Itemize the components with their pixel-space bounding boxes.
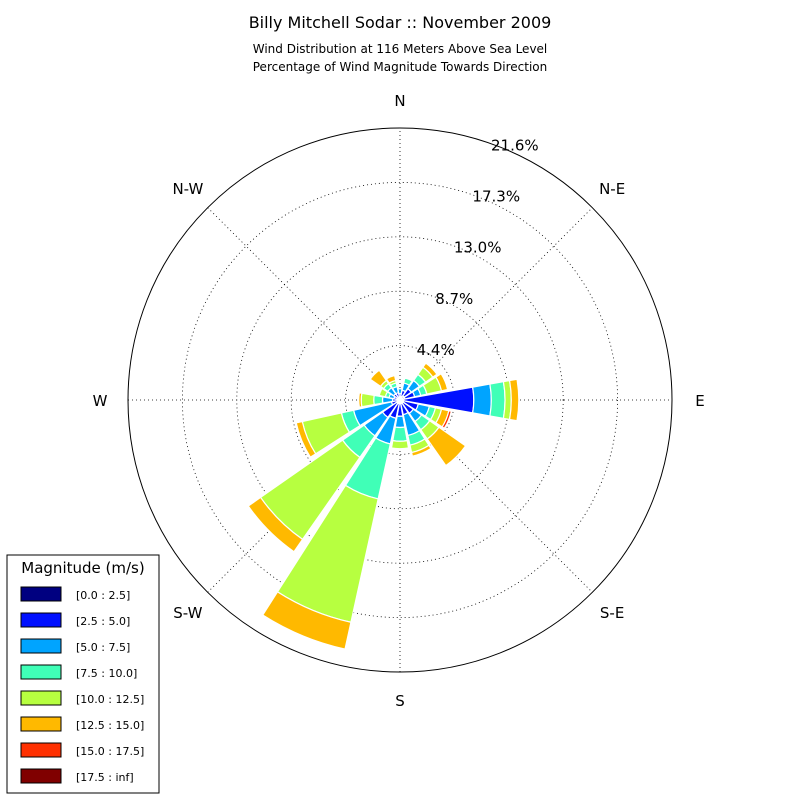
wind-bar-sector-8-bin-3 (392, 426, 408, 442)
wind-bar-sector-12-bin-4 (360, 392, 375, 408)
legend-label-6: [15.0 : 17.5] (76, 745, 144, 758)
wind-bar-sector-2-bin-5 (422, 362, 438, 378)
wind-bars (247, 362, 520, 650)
wind-bar-sector-5-bin-6 (441, 410, 453, 430)
wind-bar-sector-6-bin-5 (426, 426, 467, 467)
wind-bar-sector-15-bin-5 (385, 374, 397, 384)
direction-label-w: W (93, 392, 108, 410)
wind-bar-sector-3-bin-5 (435, 372, 449, 392)
wind-bar-sector-7-bin-5 (410, 444, 432, 457)
legend-label-1: [2.5 : 5.0] (76, 615, 130, 628)
ring-label-1: 8.7% (435, 290, 473, 308)
chart-title: Billy Mitchell Sodar :: November 2009 (249, 13, 552, 32)
direction-label-n-e: N-E (599, 180, 625, 198)
ring-label-2: 13.0% (454, 239, 502, 257)
legend-swatch-7 (20, 768, 62, 784)
legend-label-7: [17.5 : inf] (76, 771, 134, 784)
legend-label-5: [12.5 : 15.0] (76, 719, 144, 732)
direction-label-n: N (394, 92, 405, 110)
legend-label-2: [5.0 : 7.5] (76, 641, 130, 654)
legend-swatch-1 (20, 612, 62, 628)
wind-bar-sector-14-bin-5 (369, 369, 388, 388)
direction-label-e: E (695, 392, 704, 410)
ring-label-3: 17.3% (472, 188, 520, 206)
wind-bar-sector-12-bin-3 (373, 394, 384, 406)
chart-subtitle-line-1: Wind Distribution at 116 Meters Above Se… (253, 42, 548, 56)
wind-bar-sector-4-bin-5 (508, 378, 520, 422)
outer-circle (127, 127, 673, 673)
wind-bar-sector-12-bin-5 (358, 392, 363, 408)
wind-bar-sector-13-bin-4 (378, 387, 389, 398)
ring-labels: 4.4% 8.7% 13.0% 17.3% 21.6% (417, 136, 539, 358)
direction-labels: N N-E E S-E S S-W W N-W (93, 92, 705, 710)
legend-swatch-6 (20, 742, 62, 758)
direction-label-n-w: N-W (172, 180, 203, 198)
direction-label-s-e: S-E (600, 604, 624, 622)
wind-bar-sector-8-bin-4 (390, 439, 410, 450)
ring-label-4: 21.6% (491, 136, 539, 154)
legend-swatch-3 (20, 664, 62, 680)
legend-swatch-2 (20, 638, 62, 654)
wind-bar-sector-4-bin-3 (489, 380, 506, 420)
ring-label-0: 4.4% (417, 341, 455, 359)
legend-label-3: [7.5 : 10.0] (76, 667, 137, 680)
grid-ring (236, 236, 564, 564)
direction-label-s: S (395, 692, 405, 710)
chart-subtitle-line-2: Percentage of Wind Magnitude Towards Dir… (253, 60, 547, 74)
wind-bar-sector-10-bin-5 (247, 496, 304, 553)
wind-bar-sector-4-bin-2 (471, 383, 492, 417)
legend-label-0: [0.0 : 2.5] (76, 589, 130, 602)
legend-swatch-4 (20, 690, 62, 706)
legend-swatch-0 (20, 586, 62, 602)
legend-label-4: [10.0 : 12.5] (76, 693, 144, 706)
legend-title: Magnitude (m/s) (21, 559, 144, 577)
wind-bar-sector-9-bin-5 (261, 591, 352, 650)
wind-bar-sector-1-bin-3 (403, 377, 413, 387)
grid-ring (290, 290, 510, 510)
grid-ring (181, 181, 619, 619)
legend: Magnitude (m/s) [0.0 : 2.5] [2.5 : 5.0] [5… (6, 554, 160, 794)
legend-swatch-5 (20, 716, 62, 732)
wind-bar-sector-11-bin-5 (295, 420, 317, 459)
direction-label-s-w: S-W (173, 604, 202, 622)
